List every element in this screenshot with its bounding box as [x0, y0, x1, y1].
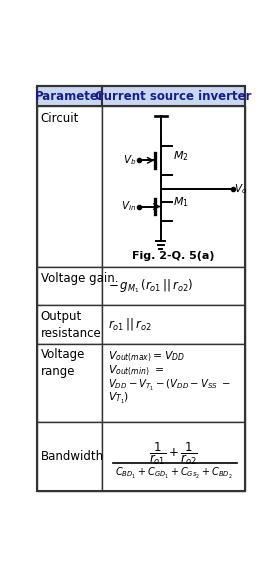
Text: $V_{in}$: $V_{in}$ [122, 200, 137, 214]
Bar [37, 422, 102, 492]
Bar [37, 266, 102, 305]
Text: $M_1$: $M_1$ [173, 195, 189, 209]
Bar [37, 305, 102, 343]
Bar [102, 305, 245, 343]
Text: $\dfrac{1}{r_{o1}}+\dfrac{1}{r_{o2}}$: $\dfrac{1}{r_{o1}}+\dfrac{1}{r_{o2}}$ [149, 440, 198, 467]
Text: Fig. 2-Q. 5(a): Fig. 2-Q. 5(a) [132, 251, 215, 261]
Text: Parameter: Parameter [34, 90, 104, 103]
Text: Voltage
range: Voltage range [41, 348, 85, 378]
Bar [102, 343, 245, 422]
Text: $V_{DD} - V_{T_1} - (V_{DD} - V_{SS}\ -$: $V_{DD} - V_{T_1} - (V_{DD} - V_{SS}\ -$ [108, 378, 231, 393]
Text: $M_2$: $M_2$ [173, 149, 189, 163]
Bar [37, 107, 102, 266]
Text: Bandwidth: Bandwidth [41, 450, 104, 463]
Text: Voltage gain.: Voltage gain. [41, 272, 118, 285]
Bar [37, 86, 102, 107]
Text: Current source inverter: Current source inverter [95, 90, 252, 103]
Text: $-\,g_{M_1}\,(r_{o1}\,||\,r_{o2})$: $-\,g_{M_1}\,(r_{o1}\,||\,r_{o2})$ [108, 277, 193, 295]
Text: $V_{out(min)}\ =$: $V_{out(min)}\ =$ [108, 364, 164, 378]
Text: Circuit: Circuit [41, 112, 79, 125]
Text: $r_{o1}\,||\,r_{o2}$: $r_{o1}\,||\,r_{o2}$ [108, 316, 152, 332]
Bar [102, 86, 245, 107]
Bar [37, 343, 102, 422]
Text: $V_b$: $V_b$ [123, 153, 137, 167]
Bar [102, 107, 245, 266]
Bar [102, 422, 245, 492]
Text: $C_{BD_1}+C_{GD_1}+C_{Gs_2}+C_{BD_2}$: $C_{BD_1}+C_{GD_1}+C_{Gs_2}+C_{BD_2}$ [115, 466, 232, 481]
Text: $V_{T_1})$: $V_{T_1})$ [108, 391, 129, 406]
Bar [102, 266, 245, 305]
Text: Output
resistance: Output resistance [41, 310, 101, 340]
Text: $V_o$: $V_o$ [234, 182, 248, 196]
Text: $V_{out(max)} = V_{DD}$: $V_{out(max)} = V_{DD}$ [108, 350, 185, 364]
